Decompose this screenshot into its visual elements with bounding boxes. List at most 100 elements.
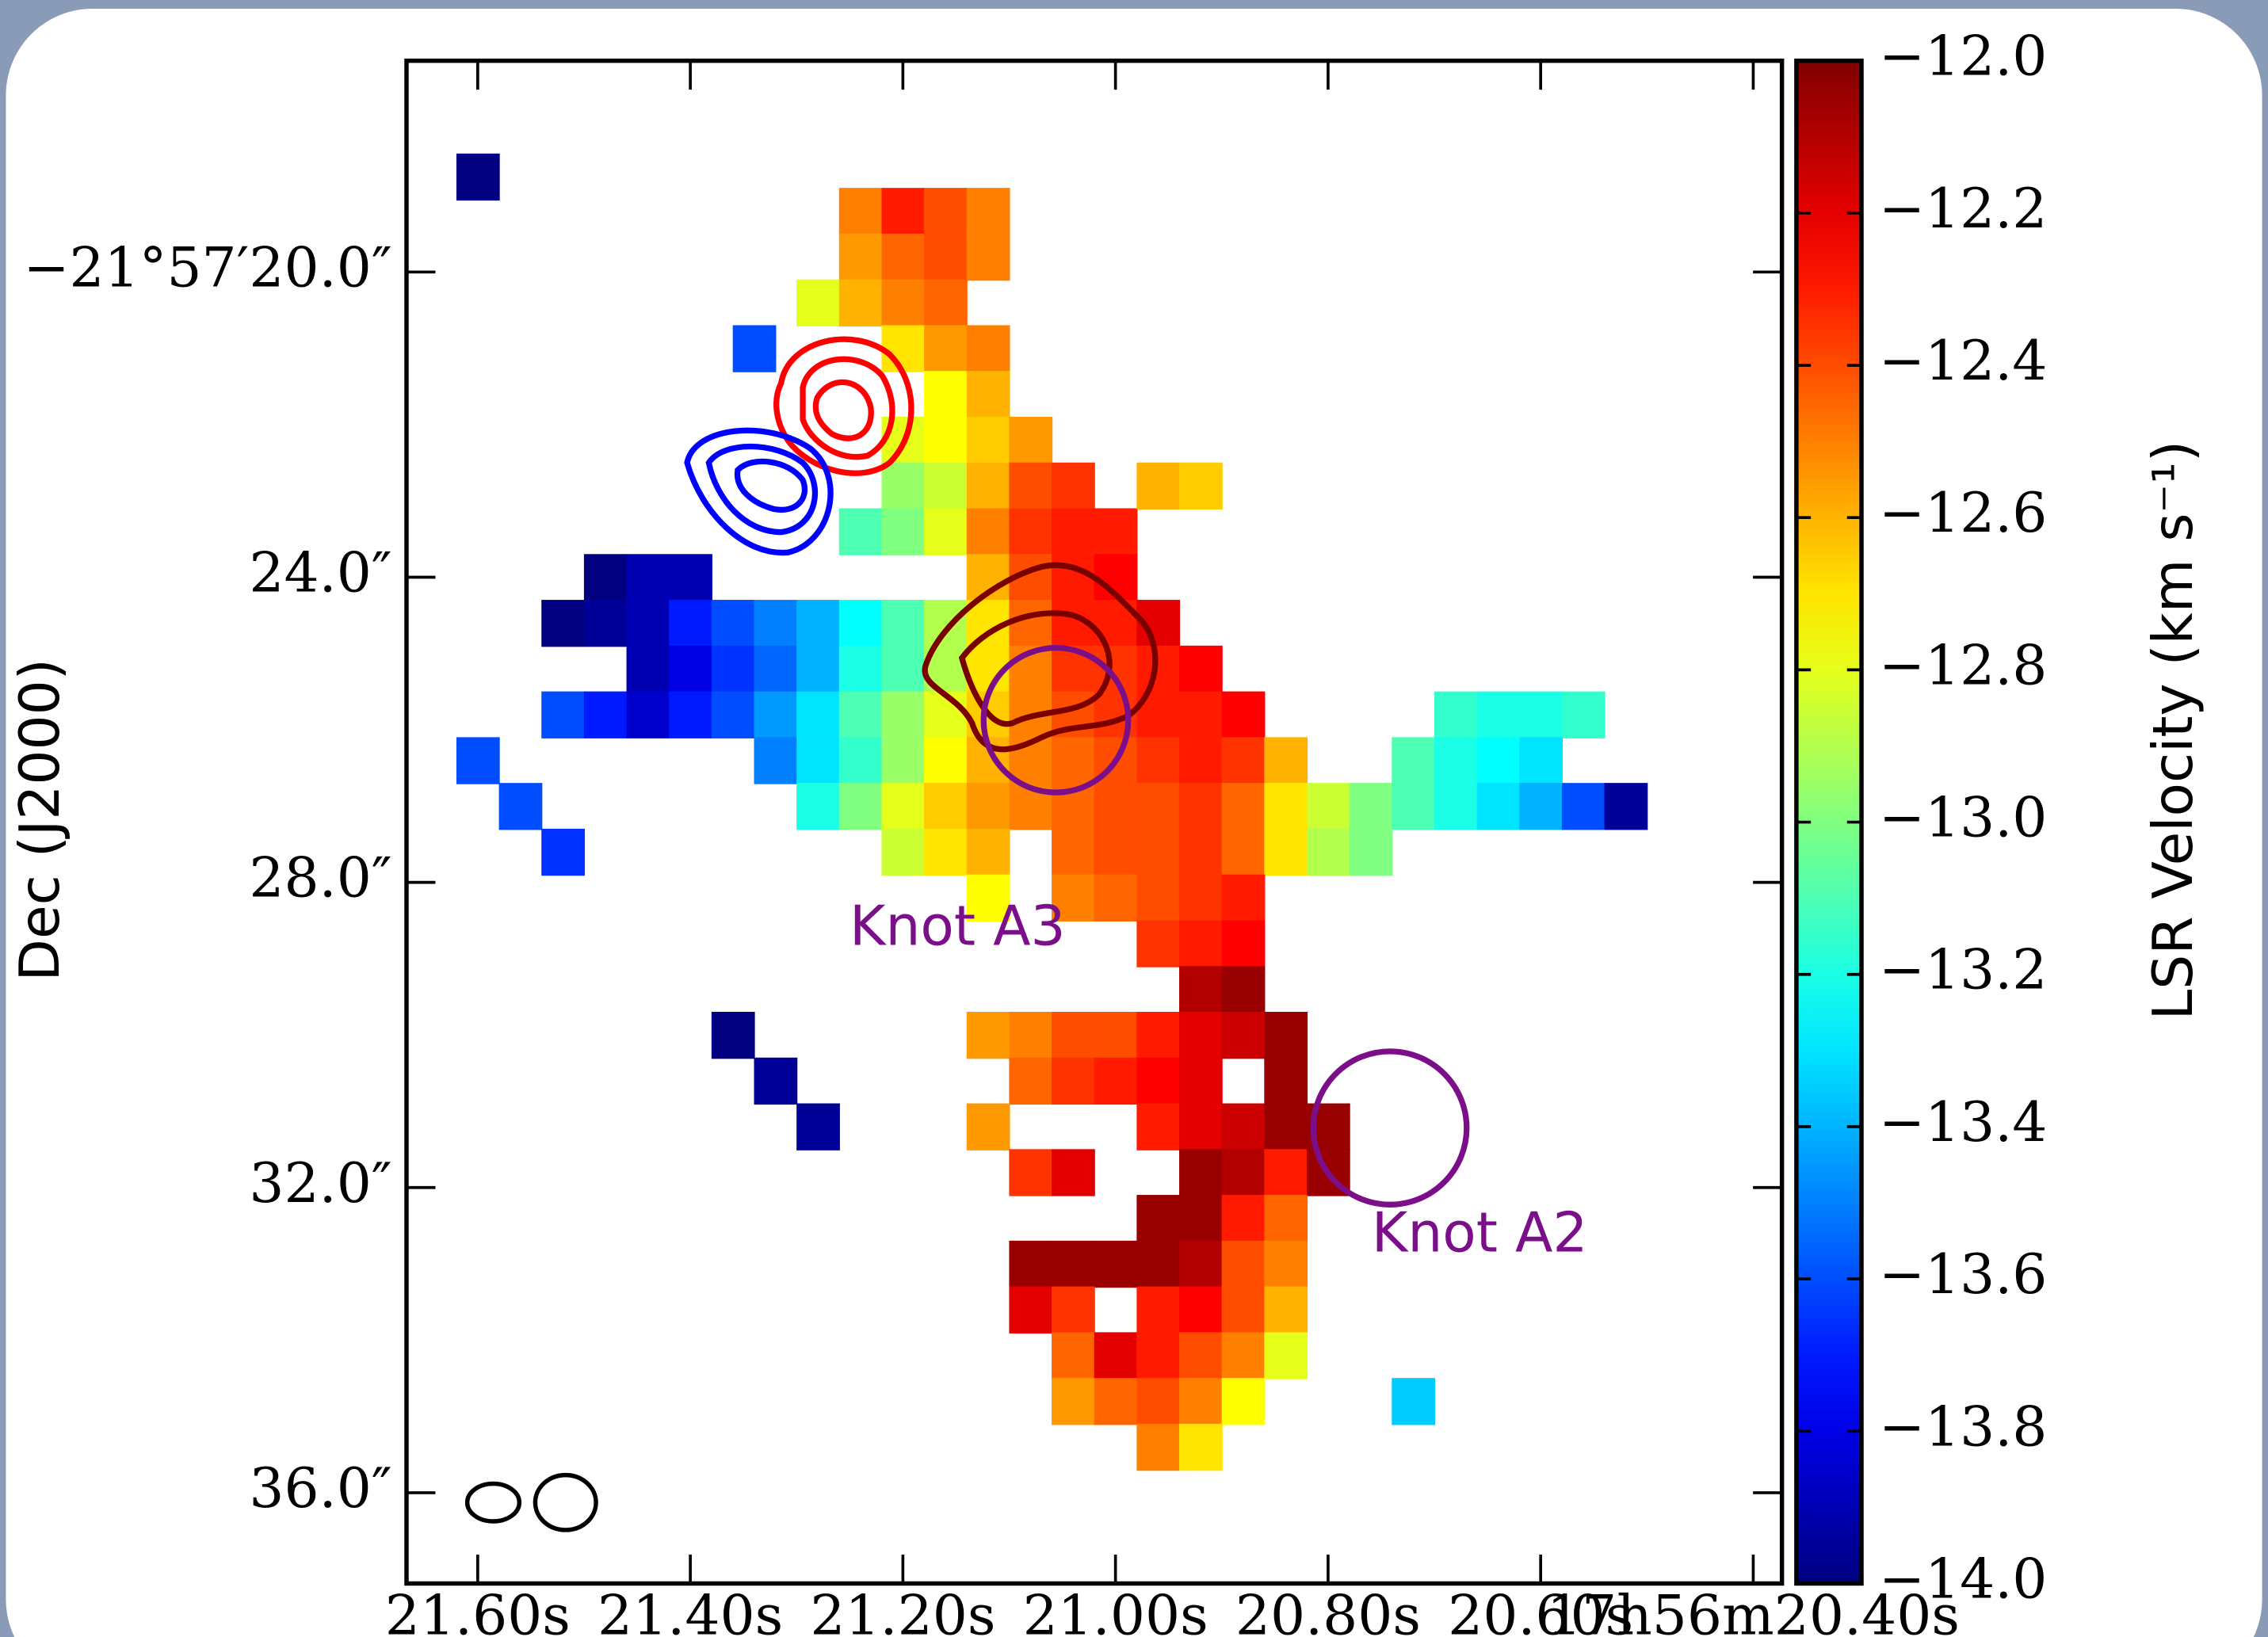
map-pixel — [1222, 1241, 1266, 1288]
map-pixel — [796, 737, 840, 784]
map-pixel — [924, 509, 968, 555]
map-pixel — [1179, 1332, 1223, 1379]
map-pixel — [1222, 783, 1266, 830]
map-pixel — [1222, 1332, 1266, 1379]
map-pixel — [1264, 1058, 1308, 1105]
map-pixel — [839, 280, 883, 326]
map-pixel — [967, 783, 1010, 830]
map-pixel — [669, 692, 712, 738]
map-pixel — [796, 280, 840, 326]
map-pixel — [796, 783, 840, 830]
map-pixel — [1094, 646, 1138, 693]
map-pixel — [796, 646, 840, 693]
map-pixel — [627, 554, 670, 601]
map-pixel — [1179, 966, 1223, 1013]
map-pixel — [1350, 783, 1393, 830]
map-pixel — [881, 829, 925, 876]
map-pixel — [1222, 737, 1266, 784]
colorbar-tick-label: −12.8 — [1879, 634, 2048, 697]
map-pixel — [967, 234, 1010, 280]
map-pixel — [1222, 1104, 1266, 1150]
map-pixel — [1179, 1195, 1223, 1242]
map-pixel — [967, 188, 1010, 235]
y-tick-label: −21°57′20.0″ — [23, 236, 391, 300]
map-pixel — [456, 154, 500, 200]
map-pixel — [967, 829, 1010, 876]
colorbar-tick-label: −12.0 — [1879, 25, 2048, 89]
map-pixel — [1052, 463, 1095, 509]
map-pixel — [1052, 1241, 1095, 1288]
map-pixel — [796, 1104, 840, 1150]
map-pixel — [839, 509, 883, 555]
map-pixel — [1222, 1378, 1266, 1425]
map-pixel — [1222, 1287, 1266, 1334]
figure: Knot A3 Knot A2 Dec (J2000) LSR Velocity… — [0, 0, 2268, 1637]
map-pixel — [967, 371, 1010, 418]
map-pixel — [541, 600, 585, 647]
x-tick-label: 21.60s — [385, 1584, 571, 1637]
map-pixel — [1136, 1058, 1180, 1105]
map-pixel — [1179, 1149, 1223, 1196]
map-pixel — [839, 646, 883, 693]
map-pixel — [1136, 1332, 1180, 1379]
map-pixel — [627, 692, 670, 738]
map-pixel — [1350, 829, 1393, 876]
map-pixel — [1179, 1378, 1223, 1425]
map-pixel — [584, 600, 628, 647]
x-tick-label: 21.20s — [810, 1584, 995, 1637]
map-pixel — [881, 737, 925, 784]
map-pixel — [1264, 1332, 1308, 1379]
map-pixel — [1136, 1424, 1180, 1471]
map-pixel — [754, 646, 797, 693]
map-pixel — [1264, 1287, 1308, 1334]
map-pixel — [1136, 920, 1180, 967]
map-pixel — [1052, 509, 1095, 555]
y-tick-label: 28.0″ — [249, 847, 391, 910]
colorbar-tick-label: −12.4 — [1879, 330, 2048, 393]
map-pixel — [733, 325, 777, 372]
map-pixel — [924, 188, 968, 235]
colorbar-tick-label: −13.2 — [1879, 939, 2048, 1002]
colorbar-tick-label: −12.2 — [1879, 177, 2048, 241]
map-pixel — [541, 829, 585, 876]
colorbar-tick-label: −13.0 — [1879, 787, 2048, 850]
map-pixel — [1477, 692, 1521, 738]
map-pixel — [1052, 554, 1095, 601]
colorbar-tick-label: −13.6 — [1879, 1243, 2048, 1307]
map-pixel — [796, 600, 840, 647]
map-pixel — [1307, 783, 1350, 830]
map-pixel — [1392, 1378, 1435, 1425]
map-pixel — [881, 325, 925, 372]
map-pixel — [1052, 1058, 1095, 1105]
map-pixel — [712, 1012, 755, 1059]
map-pixel — [1477, 783, 1521, 830]
map-pixel — [881, 646, 925, 693]
map-pixel — [924, 417, 968, 464]
map-pixel — [1136, 1241, 1180, 1288]
map-pixel — [924, 783, 968, 830]
map-pixel — [1094, 1012, 1138, 1059]
map-pixel — [1136, 737, 1180, 784]
colorbar-tick-label: −13.8 — [1879, 1395, 2048, 1459]
map-pixel — [1136, 829, 1180, 876]
map-pixel — [1222, 692, 1266, 738]
map-pixel — [1009, 1058, 1052, 1105]
annotation: Knot A2 — [1372, 1201, 1588, 1265]
map-pixel — [1094, 1058, 1138, 1105]
map-pixel — [1179, 692, 1223, 738]
map-pixel — [924, 463, 968, 509]
map-pixel — [1094, 875, 1138, 922]
map-pixel — [924, 829, 968, 876]
map-pixel — [1179, 1104, 1223, 1150]
map-pixel — [881, 509, 925, 555]
y-tick-label: 24.0″ — [249, 541, 391, 605]
map-pixel — [456, 737, 500, 784]
map-pixel — [1052, 737, 1095, 784]
map-pixel — [1136, 875, 1180, 922]
map-pixel — [712, 646, 755, 693]
map-pixel — [1264, 1149, 1308, 1196]
map-pixel — [1434, 737, 1478, 784]
map-pixel — [627, 646, 670, 693]
map-pixel — [712, 692, 755, 738]
colorbar-tick-label: −13.4 — [1879, 1091, 2048, 1154]
